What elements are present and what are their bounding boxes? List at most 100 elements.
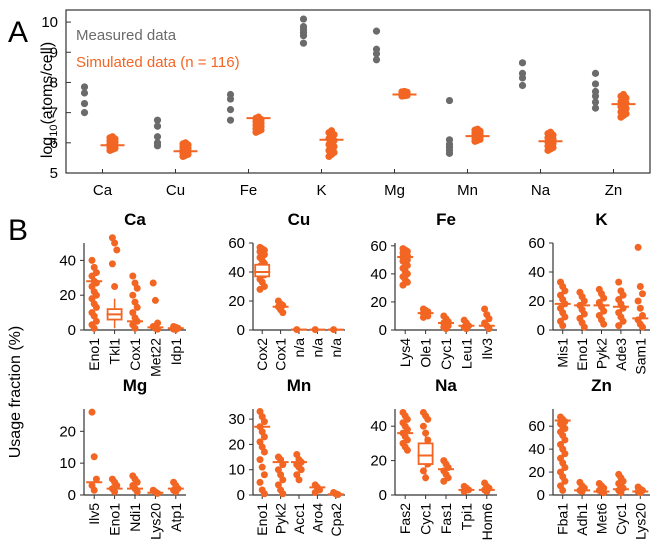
subplot-na: Na 0 20 40 Fas2 Cyc1 Fas1 Tpi1 Hom6 (370, 376, 497, 540)
usage-point (639, 323, 646, 331)
subplot-xtick-label: Mis1 (555, 338, 571, 368)
usage-point (311, 488, 319, 496)
subplot-xtick-label: Hom6 (479, 503, 495, 541)
measured-point (153, 122, 162, 130)
measured-point (372, 56, 381, 64)
panel-a-ytick-label: 9 (50, 44, 58, 61)
panel-a-frame (65, 9, 651, 174)
panel-a-xtick-label: Cu (166, 182, 185, 199)
measured-point (80, 83, 89, 91)
usage-point (561, 450, 569, 458)
measured-point (445, 149, 454, 157)
simulated-point (473, 125, 482, 133)
measured-point (299, 15, 308, 23)
panel-a-ytick-label: 8 (50, 74, 58, 91)
panel-a-xtick-label: Ca (93, 182, 113, 199)
subplot-xtick-label: Fas1 (438, 503, 454, 534)
usage-point (111, 239, 119, 247)
panel-a-xtick-label: K (316, 182, 326, 199)
usage-point (133, 488, 141, 496)
simulated-point (108, 133, 117, 141)
usage-point (561, 287, 569, 295)
subplot-xtick-label: Cyc1 (438, 338, 454, 370)
usage-point (485, 315, 493, 323)
subplot-xtick-label: Acc1 (291, 503, 307, 534)
measured-point (518, 81, 527, 90)
usage-point (279, 476, 287, 484)
subplot-ytick-label: 20 (370, 294, 387, 311)
subplot-xtick-label: Ndi1 (127, 503, 143, 532)
subplot-xtick-label: Pyk2 (273, 503, 289, 534)
subplot-xtick-label: n/a (328, 338, 344, 358)
subplot-xtick-label: Cyc1 (418, 503, 434, 535)
subplot-xtick-label: Eno1 (107, 503, 123, 536)
subplot-xtick-label: n/a (291, 338, 307, 358)
subplot-xtick-label: Met22 (147, 338, 163, 377)
subplot-ytick-label: 60 (370, 238, 387, 255)
usage-point (260, 433, 268, 441)
usage-point (419, 313, 427, 321)
measured-point (591, 80, 600, 88)
usage-point (561, 477, 569, 485)
subplot-ytick-label: 20 (528, 464, 545, 481)
subplot-ytick-label: 0 (537, 322, 545, 339)
usage-point (111, 488, 119, 496)
usage-point (615, 278, 623, 286)
usage-point (260, 471, 268, 479)
subplot-xtick-label: n/a (309, 338, 325, 358)
subplot-xtick-label: Ilv3 (479, 338, 495, 360)
usage-point (559, 322, 567, 330)
measured-point (518, 74, 527, 82)
subplot-ytick-label: 10 (228, 462, 245, 479)
usage-point (419, 422, 427, 430)
subplot-ytick-label: 60 (228, 235, 245, 252)
usage-box (254, 263, 271, 278)
usage-point (258, 463, 266, 471)
usage-point (561, 436, 569, 444)
subplot-title: Cu (288, 210, 311, 229)
subplot-xtick-label: Atp1 (168, 503, 184, 532)
subplot-xtick-label: Fas2 (397, 503, 413, 534)
subplot-xtick-label: Lys20 (147, 503, 163, 540)
measured-point (80, 89, 89, 97)
usage-point (133, 284, 141, 292)
panel-a-ytick-label: 5 (50, 165, 58, 182)
panel-a-xtick-label: Mg (384, 182, 405, 199)
usage-point (172, 325, 180, 333)
measured-point (372, 50, 381, 58)
measured-point (80, 99, 89, 108)
measured-point (445, 96, 454, 105)
subplot-mn: Mn 0 10 20 30 Eno1 Pyk2 Acc1 Aro4 Cpa2 (228, 376, 345, 536)
usage-point (634, 243, 642, 251)
usage-point (619, 317, 627, 325)
subplot-xtick-label: Cox2 (254, 338, 270, 371)
usage-point (92, 475, 100, 483)
subplot-xtick-label: Cyc1 (613, 503, 629, 535)
usage-point (129, 272, 137, 280)
ylabel-sub: 10 (48, 125, 60, 137)
measured-point (591, 69, 600, 77)
usage-point (580, 323, 588, 331)
usage-point (133, 303, 141, 311)
panel-a-ylabel: log10(atoms/cell) (39, 42, 60, 158)
usage-point (279, 490, 287, 498)
usage-point (297, 466, 305, 474)
usage-point (636, 489, 644, 497)
usage-point (260, 490, 268, 498)
subplot-ytick-label: 40 (370, 266, 387, 283)
measured-point (299, 32, 308, 40)
subplot-ytick-label: 0 (68, 322, 76, 339)
usage-box (417, 442, 434, 465)
usage-point (462, 325, 470, 333)
usage-point (151, 296, 159, 304)
subplot-xtick-label: Adh1 (574, 503, 590, 536)
measured-point (372, 27, 381, 35)
usage-point (580, 297, 588, 305)
usage-point (256, 456, 264, 464)
usage-point (615, 322, 623, 330)
subplot-k: K 0 20 40 60 Mis1 Eno1 Pyk2 Ade3 Sam1 (528, 210, 650, 375)
usage-point (561, 313, 569, 321)
panel-a-xtick-label: Mn (457, 182, 478, 199)
simulated-point (400, 87, 409, 96)
